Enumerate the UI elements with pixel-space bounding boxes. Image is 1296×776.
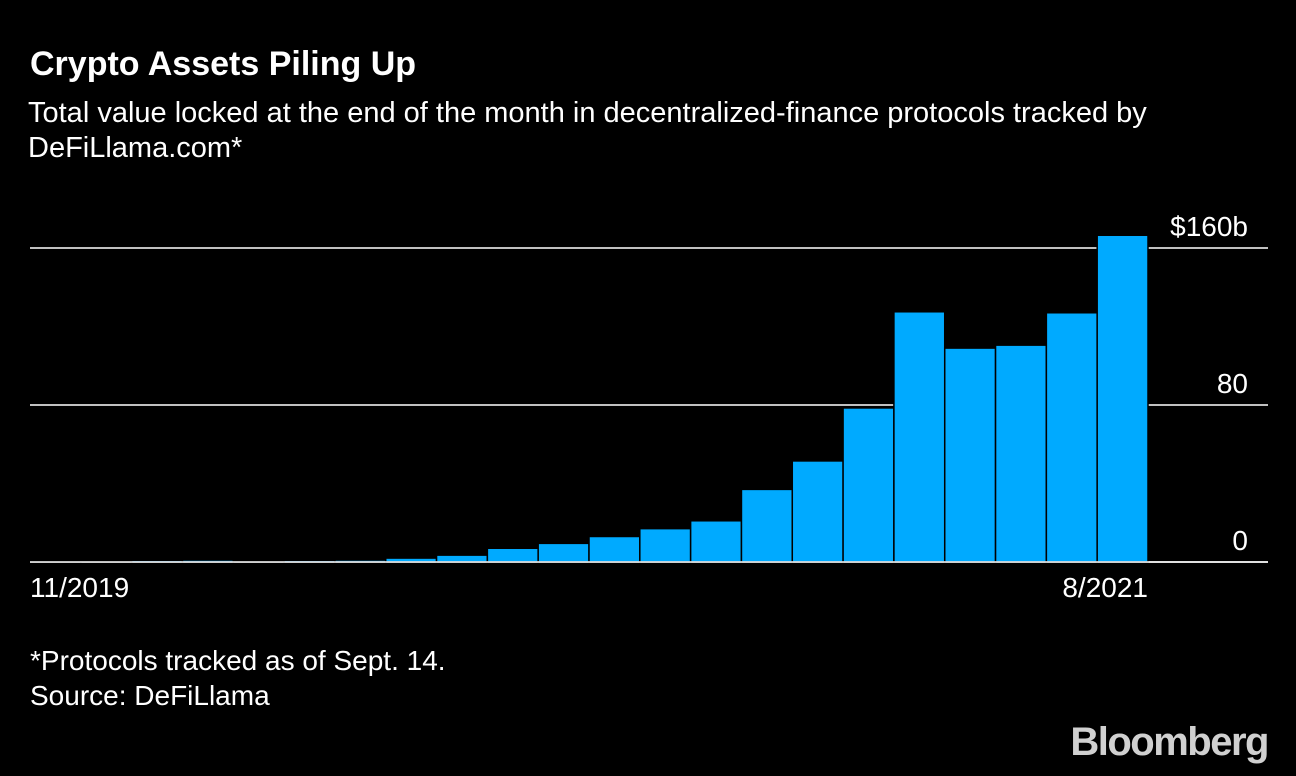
bar: [588, 535, 641, 563]
subtitle-box: Total value locked at the end of the mon…: [28, 97, 1147, 164]
brand-logo: Bloomberg: [1070, 720, 1268, 764]
bar: [689, 520, 743, 563]
chart-subtitle: Total value locked at the end of the mon…: [28, 97, 1147, 164]
bar: [486, 547, 539, 563]
bar: [740, 488, 794, 563]
bar: [1045, 312, 1098, 563]
y-tick-label: $160b: [1170, 211, 1248, 242]
chart-title: Crypto Assets Piling Up: [30, 45, 416, 83]
y-tick-label: 80: [1217, 368, 1248, 399]
bar: [435, 554, 489, 563]
bar: [791, 460, 844, 563]
x-tick-label: 8/2021: [1062, 572, 1148, 603]
bar: [537, 542, 590, 563]
bar: [842, 407, 895, 563]
x-tick-label: 11/2019: [30, 572, 129, 603]
bar: [943, 347, 997, 563]
source: Source: DeFiLlama: [30, 680, 270, 711]
bar: [639, 527, 692, 563]
bar: [994, 344, 1048, 563]
footnote: *Protocols tracked as of Sept. 14.: [30, 645, 446, 676]
bar: [893, 311, 946, 563]
y-tick-label: 0: [1232, 525, 1248, 556]
bar: [1096, 234, 1149, 563]
